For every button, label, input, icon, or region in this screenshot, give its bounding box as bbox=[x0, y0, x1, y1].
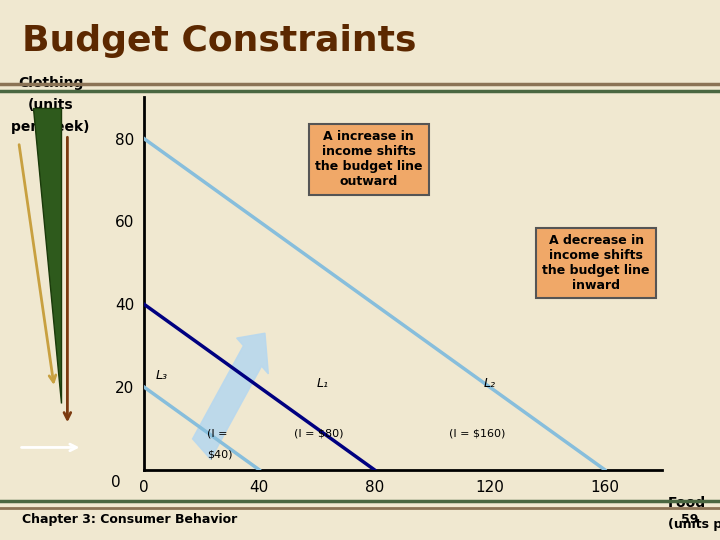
Text: (I = $80): (I = $80) bbox=[294, 429, 343, 438]
Text: L₂: L₂ bbox=[484, 377, 496, 390]
Text: Clothing: Clothing bbox=[18, 76, 84, 90]
Text: L₃: L₃ bbox=[156, 369, 168, 382]
Text: Chapter 3: Consumer Behavior: Chapter 3: Consumer Behavior bbox=[22, 513, 237, 526]
Text: (units per week): (units per week) bbox=[667, 518, 720, 531]
FancyArrow shape bbox=[192, 333, 269, 460]
Text: $40): $40) bbox=[207, 449, 233, 460]
Polygon shape bbox=[33, 109, 61, 403]
Text: Budget Constraints: Budget Constraints bbox=[22, 24, 416, 58]
Text: A increase in
income shifts
the budget line
outward: A increase in income shifts the budget l… bbox=[315, 130, 423, 188]
Text: 59: 59 bbox=[681, 513, 698, 526]
Text: per week): per week) bbox=[12, 120, 90, 134]
Text: (I =: (I = bbox=[207, 429, 228, 438]
Text: 0: 0 bbox=[111, 475, 120, 490]
Text: A decrease in
income shifts
the budget line
inward: A decrease in income shifts the budget l… bbox=[542, 234, 650, 292]
Text: (units: (units bbox=[28, 98, 73, 112]
Text: L₁: L₁ bbox=[317, 377, 329, 390]
Text: (I = $160): (I = $160) bbox=[449, 429, 505, 438]
Text: Food: Food bbox=[667, 496, 706, 510]
